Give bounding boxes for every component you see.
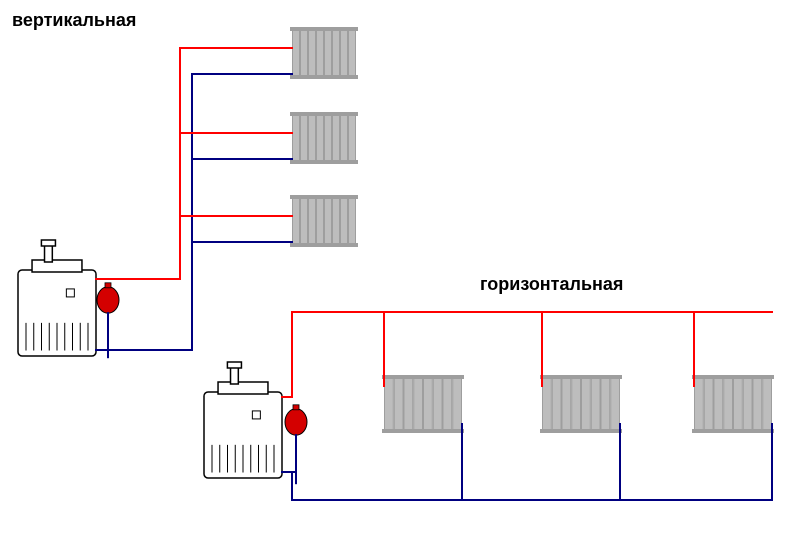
heating-schematic-svg [0,0,785,538]
label-vertical: вертикальная [12,10,136,31]
label-horizontal: горизонтальная [480,274,623,295]
